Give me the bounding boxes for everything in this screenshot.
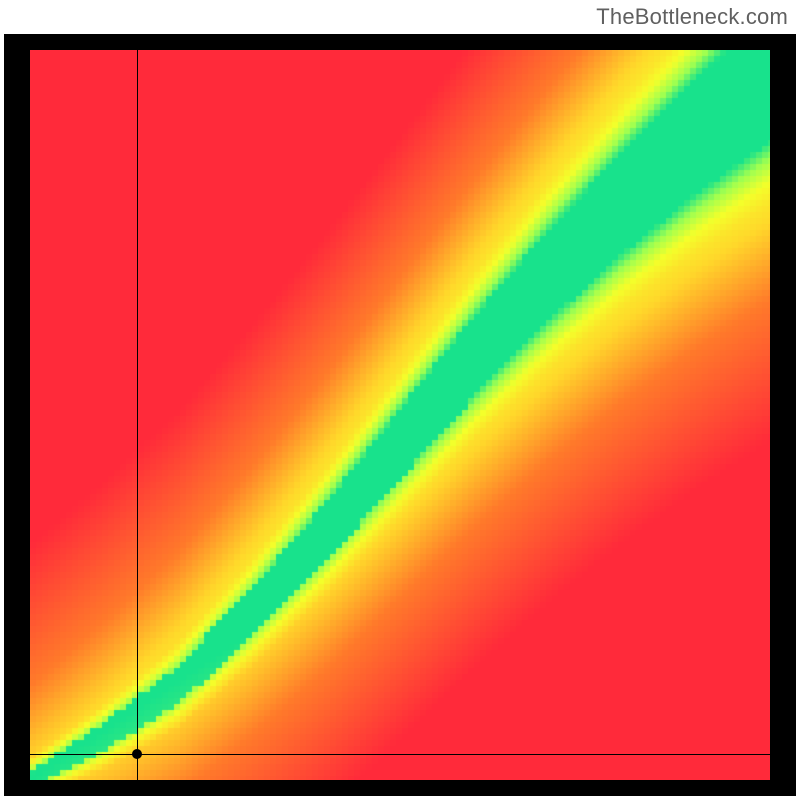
chart-frame [4,34,796,796]
heatmap-canvas [30,50,770,780]
root: TheBottleneck.com [0,0,800,800]
watermark-text: TheBottleneck.com [596,4,788,30]
plot-area [30,50,770,780]
crosshair-marker [132,749,142,759]
crosshair-vertical [137,50,138,780]
